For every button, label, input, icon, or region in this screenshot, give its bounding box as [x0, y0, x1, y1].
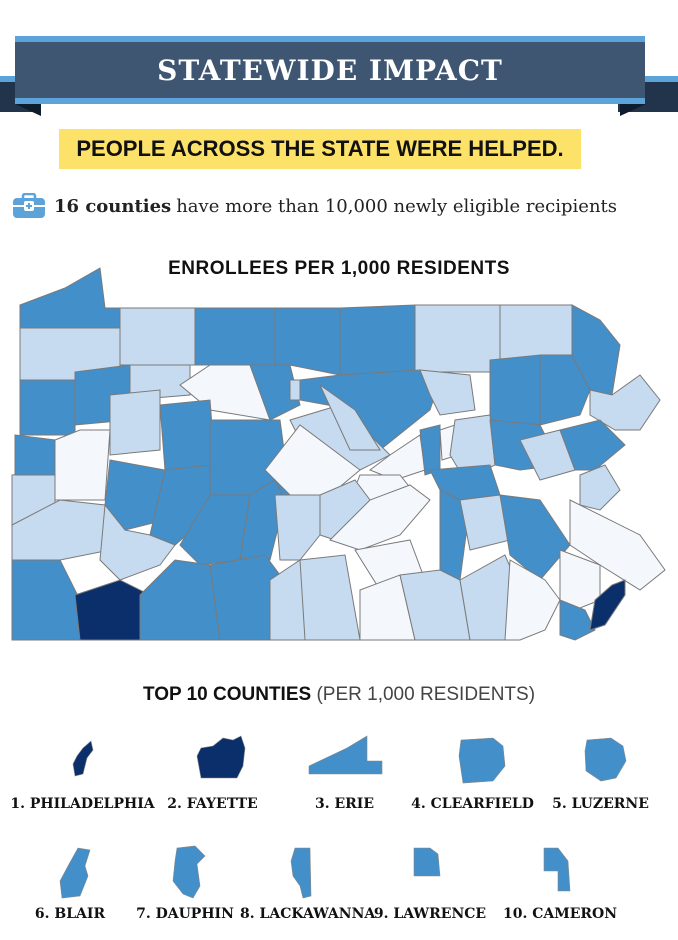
county-shape-icon [458, 737, 505, 784]
county-label: 5. LUZERNE [552, 796, 649, 812]
top-counties-heading: TOP 10 COUNTIES [142, 684, 312, 705]
county-region [104, 459, 166, 531]
top-counties-title: TOP 10 COUNTIES (PER 1,000 RESIDENTS) [0, 684, 678, 706]
map-title: ENROLLEES PER 1,000 RESIDENTS [168, 258, 510, 279]
county-region [419, 369, 476, 416]
county-region [589, 374, 661, 431]
county-region [368, 434, 426, 481]
county-outline [59, 847, 91, 899]
top-county-item: 9. LAWRENCE [365, 840, 495, 922]
county-label: 9. LAWRENCE [373, 906, 487, 922]
ribbon-fold-right [620, 104, 646, 116]
fact-line: 16 counties have more than 10,000 newly … [12, 193, 617, 219]
county-label: 2. FAYETTE [167, 796, 258, 812]
county-shape-icon [308, 735, 382, 775]
county-outline [584, 737, 626, 782]
county-label: 8. LACKAWANNA [240, 906, 376, 922]
county-region [74, 579, 151, 641]
top-county-item: 8. LACKAWANNA [240, 840, 376, 922]
county-shape-icon [59, 847, 91, 899]
county-region [289, 379, 301, 401]
county-outline [72, 740, 93, 777]
county-region [299, 369, 441, 451]
county-outline [458, 737, 505, 784]
county-region [589, 579, 626, 631]
county-region [19, 379, 76, 436]
county-region [109, 389, 161, 456]
county-region [579, 464, 621, 511]
county-shape-icon [290, 847, 312, 899]
county-label: 7. DAUPHIN [136, 906, 234, 922]
county-shape-icon [72, 740, 93, 777]
county-outline [413, 847, 441, 877]
county-region [119, 307, 196, 366]
county-region [414, 304, 501, 373]
county-region [489, 354, 541, 426]
county-region [539, 354, 591, 426]
county-outline [543, 847, 571, 892]
top-county-item: 6. BLAIR [5, 840, 135, 922]
county-region [299, 554, 361, 641]
county-region [54, 429, 111, 501]
county-region [274, 307, 341, 376]
county-outline [196, 735, 245, 779]
county-outline [172, 845, 206, 899]
county-region [194, 307, 276, 366]
county-region [559, 599, 596, 641]
top-county-item: 3. ERIE [272, 730, 417, 812]
top-county-item: 1. PHILADELPHIA [10, 730, 155, 812]
county-region [264, 424, 361, 496]
county-outline [308, 735, 382, 775]
county-region [19, 267, 121, 329]
county-region [99, 503, 176, 581]
top-county-item: 4. CLEARFIELD [400, 730, 545, 812]
county-map [11, 267, 666, 641]
county-region [569, 499, 666, 591]
county-label: 10. CAMERON [502, 906, 618, 922]
medical-kit-icon [13, 193, 45, 218]
county-region [14, 434, 56, 476]
ribbon-fold-left [15, 104, 41, 116]
county-region [504, 559, 561, 641]
fact-highlight: 16 counties [54, 195, 172, 217]
top-county-item: 5. LUZERNE [528, 730, 673, 812]
county-region [559, 549, 601, 611]
county-shape-icon [543, 847, 571, 892]
county-region [179, 494, 251, 566]
county-shape-icon [172, 845, 206, 899]
county-label: 1. PHILADELPHIA [10, 796, 155, 812]
county-label: 4. CLEARFIELD [411, 796, 534, 812]
county-region [339, 304, 416, 376]
top-counties-subtitle: (PER 1,000 RESIDENTS) [316, 684, 536, 705]
top-county-item: 10. CAMERON [495, 840, 625, 922]
county-outline [290, 847, 312, 899]
county-region [159, 399, 216, 471]
county-label: 3. ERIE [314, 796, 374, 812]
top-county-item: 2. FAYETTE [140, 730, 285, 812]
county-region [139, 559, 221, 641]
header-ribbon: STATEWIDE IMPACT [15, 36, 645, 104]
county-region [274, 494, 321, 561]
page-title: STATEWIDE IMPACT [157, 53, 503, 87]
county-shape-icon [584, 737, 626, 782]
highlight-banner: PEOPLE ACROSS THE STATE WERE HELPED. [59, 129, 581, 169]
county-region [499, 494, 571, 581]
county-region [559, 419, 626, 471]
county-region [499, 304, 573, 361]
county-shape-icon [413, 847, 441, 877]
fact-text: have more than 10,000 newly eligible rec… [176, 195, 618, 217]
county-shape-icon [196, 735, 245, 779]
top-county-item: 7. DAUPHIN [120, 840, 250, 922]
county-region [11, 559, 81, 641]
county-label: 6. BLAIR [34, 906, 106, 922]
county-region [318, 383, 381, 451]
county-region [249, 364, 301, 421]
